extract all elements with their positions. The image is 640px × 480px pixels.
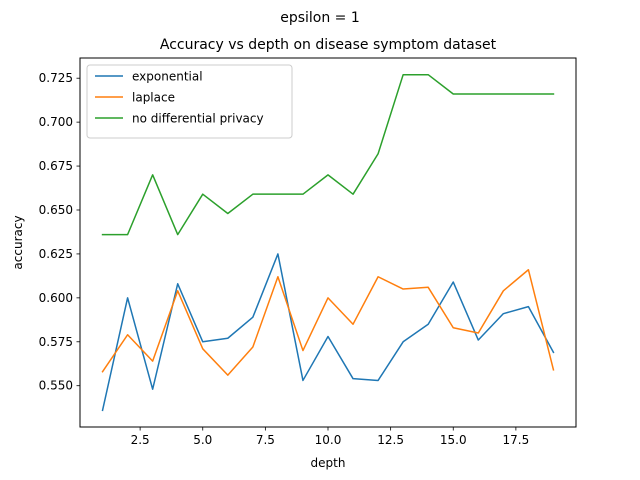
y-tick-label: 0.625 — [39, 247, 73, 261]
series-line-2 — [101, 73, 555, 236]
x-tick-label: 17.5 — [503, 433, 530, 447]
x-axis-label: depth — [311, 456, 346, 470]
legend-box — [86, 64, 293, 139]
x-tick-label: 5.0 — [193, 433, 212, 447]
y-tick-label: 0.650 — [39, 203, 73, 217]
x-tick-label: 10.0 — [315, 433, 342, 447]
y-tick-label: 0.725 — [39, 71, 73, 85]
series-layer — [101, 73, 555, 412]
legend-label-0: exponential — [132, 70, 203, 84]
y-axis-ticks: 0.550 0.575 0.600 0.625 0.650 0.675 0.700 0.725 — [39, 71, 80, 393]
y-tick-label: 0.550 — [39, 379, 73, 393]
y-axis-label: accuracy — [11, 215, 25, 269]
y-tick-label: 0.675 — [39, 159, 73, 173]
x-tick-label: 12.5 — [377, 433, 404, 447]
x-tick-label: 15.0 — [440, 433, 467, 447]
series-line-1 — [101, 268, 555, 376]
x-tick-label: 7.5 — [256, 433, 275, 447]
chart-title: Accuracy vs depth on disease symptom dat… — [160, 37, 497, 53]
x-axis-ticks: 2.5 5.0 7.5 10.0 12.5 15.0 17.5 — [131, 427, 530, 447]
legend: exponential laplace no differential privac… — [86, 64, 293, 139]
y-tick-label: 0.575 — [39, 335, 73, 349]
legend-label-1: laplace — [132, 91, 175, 105]
series-line-0 — [101, 253, 555, 412]
y-tick-label: 0.600 — [39, 291, 73, 305]
y-tick-label: 0.700 — [39, 115, 73, 129]
x-tick-label: 2.5 — [131, 433, 150, 447]
figure-suptitle: epsilon = 1 — [280, 10, 360, 26]
legend-label-2: no differential privacy — [132, 112, 264, 126]
